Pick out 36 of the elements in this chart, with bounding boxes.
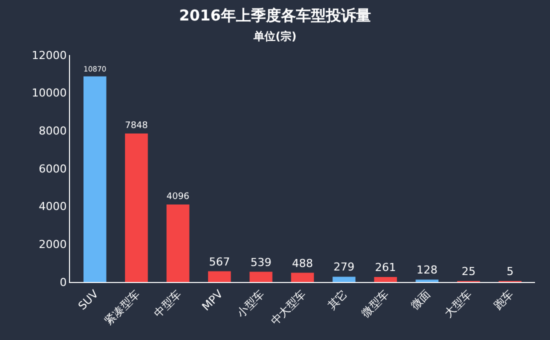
data-label: 128 <box>416 264 438 277</box>
x-tick-label: 小型车 <box>234 288 267 320</box>
data-label: 488 <box>292 256 313 270</box>
bar <box>166 204 190 282</box>
data-label: 4096 <box>166 192 190 202</box>
data-label: 5 <box>506 265 514 278</box>
data-label: 279 <box>334 260 355 274</box>
x-tick-label: 跑车 <box>491 288 516 312</box>
data-label: 7848 <box>125 121 148 132</box>
bar <box>291 272 314 282</box>
data-label: 539 <box>250 256 272 269</box>
chart-title: 2016年上季度各车型投诉量 <box>179 6 371 24</box>
bar <box>83 76 106 282</box>
x-tick-label: 紧凑型车 <box>102 288 142 328</box>
y-tick-label: 10000 <box>32 86 67 100</box>
y-tick-label: 4000 <box>38 200 67 214</box>
y-tick-label: 12000 <box>32 48 67 62</box>
y-tick-label: 2000 <box>38 238 67 252</box>
x-tick-label: 微面 <box>408 288 434 312</box>
bar <box>208 271 231 282</box>
data-label: 261 <box>375 261 396 274</box>
bar <box>250 272 272 282</box>
bar <box>125 134 148 282</box>
x-tick-label: 中型车 <box>151 288 184 320</box>
bar <box>332 276 356 282</box>
bar <box>374 277 397 282</box>
x-tick-label: 中大型车 <box>268 288 309 328</box>
x-tick-label: 微型车 <box>359 288 392 320</box>
y-tick-label: 0 <box>60 276 67 289</box>
chart-subtitle: 单位(宗) <box>252 30 297 43</box>
y-tick-label: 6000 <box>38 162 67 176</box>
y-tick-label: 8000 <box>38 124 67 138</box>
x-tick-label: 大型车 <box>442 288 475 320</box>
data-label: 25 <box>462 265 476 278</box>
x-tick-label: 其它 <box>325 288 350 312</box>
data-label: 567 <box>208 255 230 268</box>
